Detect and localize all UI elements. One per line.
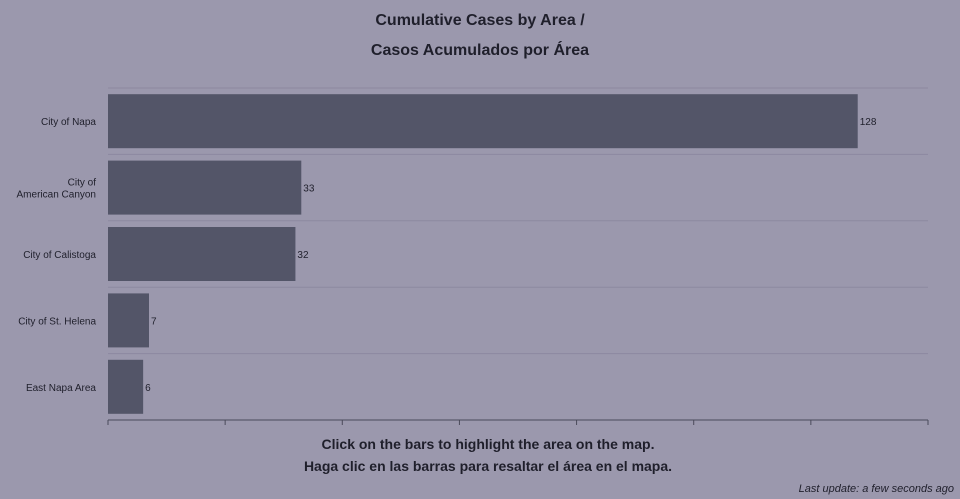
instruction-spanish: Haga clic en las barras para resaltar el… (303, 458, 673, 474)
bar-value-label: 7 (151, 316, 157, 327)
category-label: City of Napa (41, 117, 96, 128)
category-label: East Napa Area (26, 383, 96, 394)
category-label: City of St. Helena (18, 316, 96, 327)
chart-title-line-1: Cumulative Cases by Area / (375, 12, 585, 29)
last-update-text: Last update: a few seconds ago (798, 483, 954, 495)
category-label: City of (68, 178, 97, 189)
bar-value-label: 33 (303, 184, 315, 195)
category-label: American Canyon (17, 190, 96, 201)
bar[interactable] (108, 293, 149, 348)
bar[interactable] (108, 94, 858, 149)
category-label: City of Calistoga (23, 250, 96, 261)
bar[interactable] (108, 160, 302, 215)
bar-value-label: 128 (860, 117, 877, 128)
bar-value-label: 32 (297, 250, 309, 261)
instruction-english: Click on the bars to highlight the area … (321, 436, 655, 452)
bar-value-label: 6 (145, 383, 151, 394)
bar[interactable] (108, 227, 296, 281)
chart-title-line-2: Casos Acumulados por Área (370, 42, 590, 59)
bar[interactable] (108, 359, 144, 414)
